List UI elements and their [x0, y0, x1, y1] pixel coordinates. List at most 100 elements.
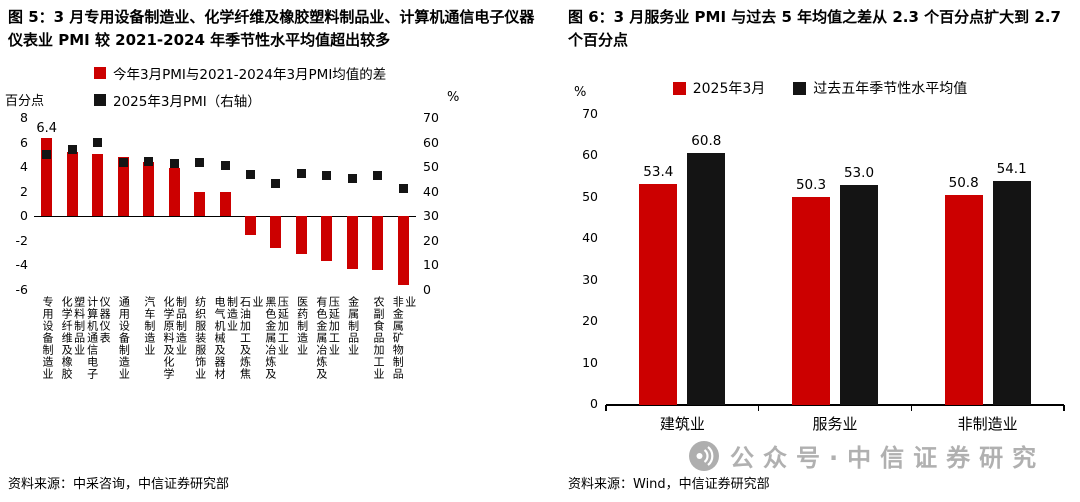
x-category-text: 金属制品业	[346, 296, 360, 356]
bar	[168, 168, 180, 217]
y-tick-label: 50	[582, 188, 598, 204]
y-tick-label: -2	[15, 232, 28, 248]
bar-value-label: 6.4	[36, 120, 58, 136]
legend-label: 过去五年季节性水平均值	[813, 81, 968, 97]
fig5-category-axis: 专用设备制造业 化学纤维及橡胶塑料制品业 计算机通信电子仪器仪表 通用设备制造业 汽车制…	[34, 296, 417, 460]
x-axis-tick	[910, 405, 913, 411]
bar	[372, 216, 384, 271]
y-tick-label: -4	[15, 257, 28, 273]
y-tick-label: 50	[423, 159, 439, 175]
bar	[992, 180, 1031, 405]
bar	[346, 216, 358, 270]
figure-5-source: 资料来源：中采咨询，中信证券研究部	[8, 477, 230, 492]
bar	[244, 216, 256, 235]
x-category-label: 汽车制造业	[136, 296, 161, 460]
x-axis-tick	[1063, 405, 1065, 411]
y-tick-label: 40	[582, 230, 598, 246]
x-category-label: 农副食品加工业	[365, 296, 390, 460]
figure-5-title: 图 5：3 月专用设备制造业、化学纤维及橡胶塑料制品业、计算机通信电子仪器仪表业…	[8, 8, 535, 49]
figure-5-legend: 今年3月PMI与2021-2024年3月PMI均值的差 2025年3月PMI（右…	[94, 63, 386, 117]
y-tick-label: 30	[582, 271, 598, 287]
y-tick-label: 10	[582, 354, 598, 370]
bar	[66, 152, 78, 217]
bar	[639, 183, 678, 405]
y-tick-label: 70	[582, 106, 598, 121]
bar-value-label: 53.0	[843, 165, 875, 182]
legend-swatch-red	[94, 67, 106, 79]
y-tick-label: 70	[423, 110, 439, 125]
fig5-left-axis: -6 -4 -2 0 2 4 6 8	[0, 111, 28, 297]
pmi-point	[67, 145, 77, 155]
pmi-point	[93, 138, 103, 148]
x-category-label: 黑色金属冶炼及压延加工业	[263, 296, 290, 460]
bar	[840, 185, 878, 405]
y-tick-label: 20	[582, 313, 598, 329]
fig6-category-axis: 建筑业 服务业 非制造业	[606, 413, 1064, 437]
y-tick-label: 60	[582, 147, 598, 163]
y-tick-label: 0	[423, 282, 431, 297]
fig5-right-axis: 0 10 20 30 40 50 60 70	[423, 111, 455, 297]
bar	[194, 191, 206, 217]
y-tick-label: 20	[423, 232, 439, 248]
pmi-point	[373, 171, 383, 181]
right-axis-unit-label: %	[447, 90, 460, 105]
y-tick-label: 40	[423, 183, 439, 199]
x-category-label: 计算机通信电子仪器仪表	[85, 296, 112, 460]
figure-6-source: 资料来源：Wind，中信证券研究部	[568, 477, 770, 492]
x-category-label: 纺织服装服饰业	[187, 296, 212, 460]
x-category-label: 非金属矿物制品业	[391, 296, 417, 460]
fig6-plot-area: 53.4 60.8 50.3 53.0 50.8 54.1	[605, 115, 1065, 411]
x-category-text: 化学原料及化学制品制造业	[162, 296, 188, 380]
bar	[270, 216, 282, 249]
legend-label: 2025年3月PMI（右轴）	[113, 94, 261, 110]
pmi-point	[169, 158, 179, 168]
pmi-point	[245, 170, 255, 179]
legend-item-5yr-avg: 过去五年季节性水平均值	[793, 78, 967, 98]
left-axis-unit-label: 百分点	[5, 94, 45, 109]
y-tick-label: 6	[20, 134, 28, 150]
bar-value-label: 50.8	[948, 174, 979, 191]
bar-value-label: 50.3	[795, 176, 827, 193]
x-category-text: 农副食品加工业	[372, 296, 386, 380]
y-axis-unit-label: %	[574, 85, 587, 100]
pmi-point	[271, 178, 281, 188]
y-tick-label: 0	[20, 208, 28, 224]
x-category-text: 医药制造业	[295, 296, 309, 356]
y-tick-label: 10	[423, 257, 439, 273]
pmi-point	[347, 173, 357, 183]
x-category-label: 医药制造业	[289, 296, 314, 460]
pmi-point	[220, 161, 230, 171]
y-tick-label: 8	[20, 110, 28, 125]
legend-item-pmi: 2025年3月PMI（右轴）	[94, 90, 386, 110]
x-category-text: 电气机械及器材制造业	[212, 296, 239, 380]
x-category-text: 化学纤维及橡胶塑料制品业	[60, 296, 86, 380]
pmi-point	[195, 157, 205, 167]
pmi-point	[42, 150, 52, 160]
x-category-label: 非制造业	[957, 415, 1018, 433]
figure-6-legend: 2025年3月 过去五年季节性水平均值	[560, 78, 1080, 98]
x-category-text: 计算机通信电子仪器仪表	[85, 296, 112, 380]
pmi-point	[398, 183, 408, 193]
x-category-text: 汽车制造业	[142, 296, 156, 356]
zero-axis-line	[34, 215, 416, 218]
y-tick-label: 30	[423, 208, 439, 224]
x-category-label: 服务业	[812, 415, 858, 433]
fig5-plot-area: 6.4	[34, 118, 416, 290]
x-category-label: 有色金属冶炼及压延加工业	[314, 296, 341, 460]
y-tick-label: 4	[20, 159, 28, 175]
legend-item-diff: 今年3月PMI与2021-2024年3月PMI均值的差	[94, 63, 386, 83]
y-tick-label: 60	[423, 134, 439, 150]
legend-swatch-black	[793, 81, 807, 95]
pmi-point	[118, 157, 128, 167]
bar	[295, 216, 307, 255]
x-category-label: 电气机械及器材制造业	[212, 296, 239, 460]
bar-value-label: 60.8	[691, 133, 722, 150]
x-category-label: 通用设备制造业	[110, 296, 135, 460]
bar	[219, 191, 231, 217]
x-category-text: 石油加工及炼焦业	[238, 296, 264, 380]
bar	[687, 153, 726, 405]
pmi-point	[144, 156, 154, 166]
bar-value-label: 53.4	[643, 163, 674, 180]
legend-label: 2025年3月	[692, 81, 766, 97]
bar	[321, 216, 333, 261]
